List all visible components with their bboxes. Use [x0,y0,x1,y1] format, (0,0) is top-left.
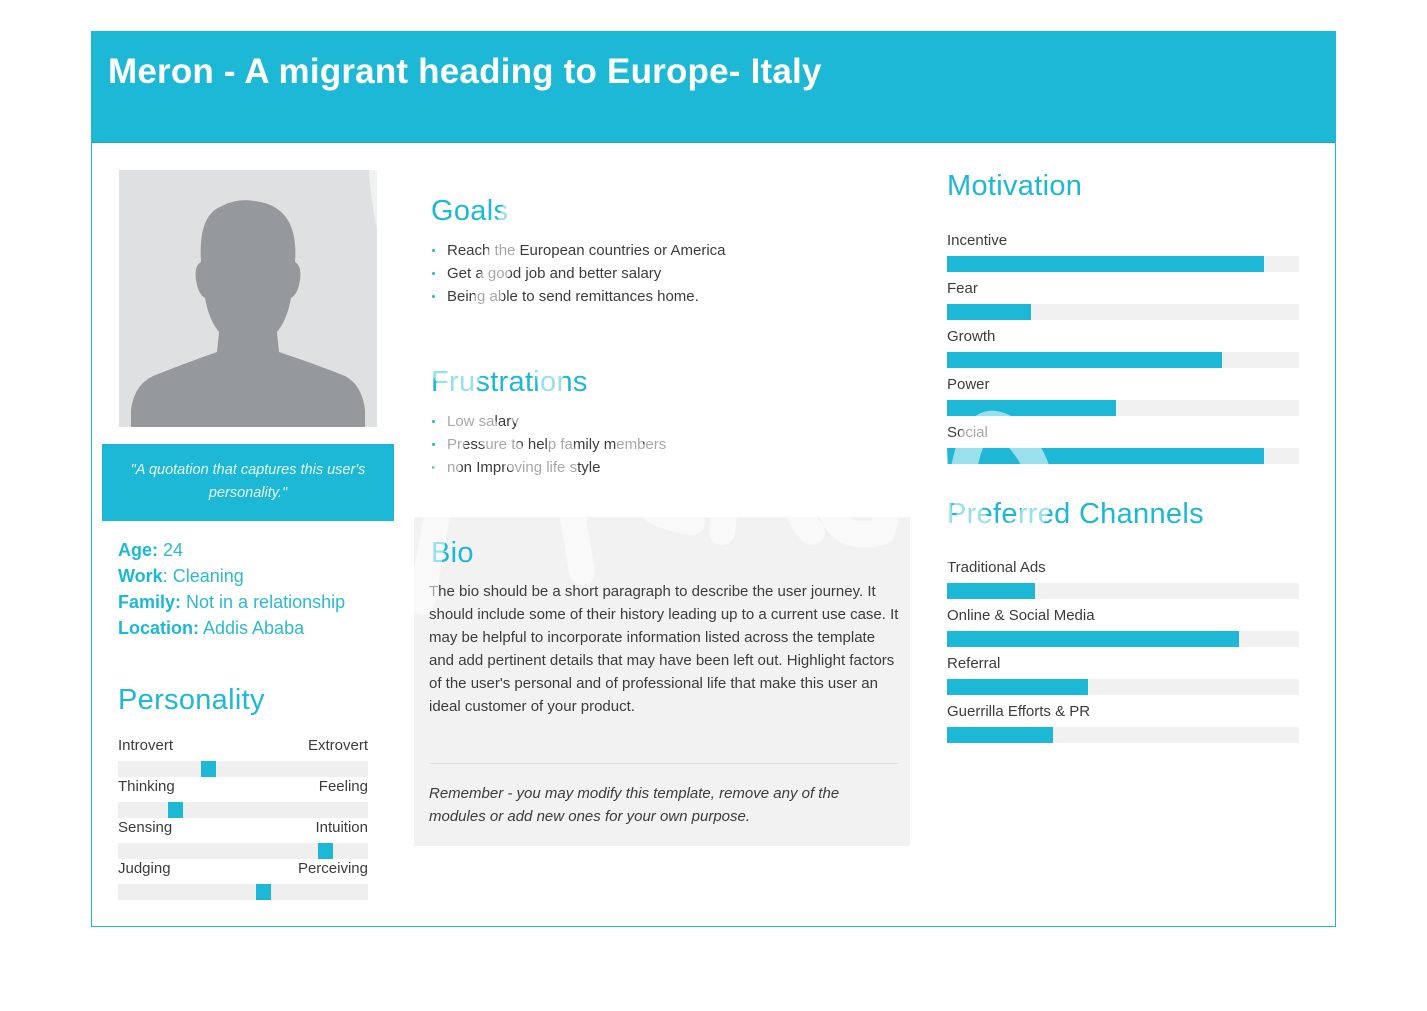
persona-header: Meron - A migrant heading to Europe- Ita… [92,32,1335,143]
bar-row: Incentive [947,232,1299,280]
bar-label: Referral [947,655,1001,672]
bar-fill [947,256,1264,272]
bar-track [947,583,1299,599]
bio-text: The bio should be a short paragraph to d… [429,583,899,715]
channel-bars: Traditional Ads Online & Social Media Re… [947,559,1299,751]
divider [429,763,899,764]
bar-label: Power [947,376,990,393]
channels-title: Preferred Channels [947,498,1204,530]
bar-row: Fear [947,280,1299,328]
bar-label: Growth [947,328,996,345]
bar-label: Traditional Ads [947,559,1046,576]
goals-list: Reach the European countries or America … [430,239,726,308]
frustrations-list: Low salary Pressure to help family membe… [430,410,666,479]
bar-fill [947,448,1264,464]
list-item: Reach the European countries or America [430,239,726,262]
bar-label: Guerrilla Efforts & PR [947,703,1091,720]
bar-fill [947,304,1032,320]
scale-marker [168,802,183,818]
scale-left-label: Thinking [118,778,175,795]
bar-row: Online & Social Media [947,607,1299,655]
fact-label: Age: [118,540,158,560]
fact-label: Family: [118,592,182,612]
bio-panel: Bio The bio should be a short paragraph … [414,517,910,846]
bar-fill [947,400,1116,416]
persona-card: Meron - A migrant heading to Europe- Ita… [91,31,1336,927]
persona-title: Meron - A migrant heading to Europe- Ita… [108,52,822,91]
bar-row: Referral [947,655,1299,703]
frustrations-title: Frustrations [431,366,588,398]
bar-row: Social [947,424,1299,472]
bar-label: Incentive [947,232,1008,249]
personality-scale: Introvert Extrovert [118,737,368,778]
scale-track [118,761,368,777]
fact-family: Family: Not in a relationship [118,589,345,615]
bar-fill [947,679,1088,695]
scale-marker [318,843,333,859]
fact-value: Not in a relationship [181,592,346,612]
bar-track [947,304,1299,320]
scale-right-label: Extrovert [307,737,368,754]
fact-value: : Cleaning [162,566,244,586]
bar-fill [947,727,1053,743]
bar-track [947,679,1299,695]
bar-fill [947,631,1240,647]
goals-title: Goals [431,195,509,227]
list-item: non Improving life style [430,456,666,479]
fact-label: Location: [118,618,199,638]
scale-right-label: Feeling [318,778,368,795]
fact-location: Location: Addis Ababa [118,615,345,641]
bar-track [947,727,1299,743]
personality-scales: Introvert Extrovert Thinking Feeling Sen… [118,737,368,901]
bar-fill [947,583,1035,599]
motivation-bars: Incentive Fear Growth Power Social [947,232,1299,472]
scale-right-label: Perceiving [297,860,368,877]
scale-marker [256,884,271,900]
persona-facts: Age: 24 Work: Cleaning Family: Not in a … [118,537,345,641]
fact-value: Addis Ababa [199,618,305,638]
bar-track [947,448,1299,464]
user-photo-placeholder [119,170,377,427]
list-item: Low salary [430,410,666,433]
fact-label: Work [118,566,163,586]
personality-scale: Thinking Feeling [118,778,368,819]
scale-left-label: Judging [118,860,171,877]
motivation-title: Motivation [947,170,1083,202]
scale-track [118,802,368,818]
bar-track [947,400,1299,416]
list-item: Pressure to help family members [430,433,666,456]
bar-track [947,256,1299,272]
scale-right-label: Intuition [315,819,368,836]
bar-label: Social [947,424,988,441]
personality-title: Personality [118,684,265,716]
bar-track [947,631,1299,647]
bar-label: Fear [947,280,978,297]
bio-title: Bio [431,537,474,569]
bar-row: Guerrilla Efforts & PR [947,703,1299,751]
scale-track [118,884,368,900]
scale-track [118,843,368,859]
fact-age: Age: 24 [118,537,345,563]
bar-track [947,352,1299,368]
scale-left-label: Sensing [118,819,173,836]
fact-value: 24 [158,540,184,560]
scale-left-label: Introvert [118,737,174,754]
bar-row: Power [947,376,1299,424]
avatar-silhouette-icon [131,200,365,427]
list-item: Being able to send remittances home. [430,285,726,308]
personality-scale: Sensing Intuition [118,819,368,860]
bio-note: Remember - you may modify this template,… [429,785,840,825]
scale-marker [201,761,216,777]
bar-label: Online & Social Media [947,607,1095,624]
bar-row: Growth [947,328,1299,376]
list-item: Get a good job and better salary [430,262,726,285]
bar-row: Traditional Ads [947,559,1299,607]
personality-scale: Judging Perceiving [118,860,368,901]
persona-quote: "A quotation that captures this user's p… [102,444,394,521]
fact-work: Work: Cleaning [118,563,345,589]
bar-fill [947,352,1222,368]
